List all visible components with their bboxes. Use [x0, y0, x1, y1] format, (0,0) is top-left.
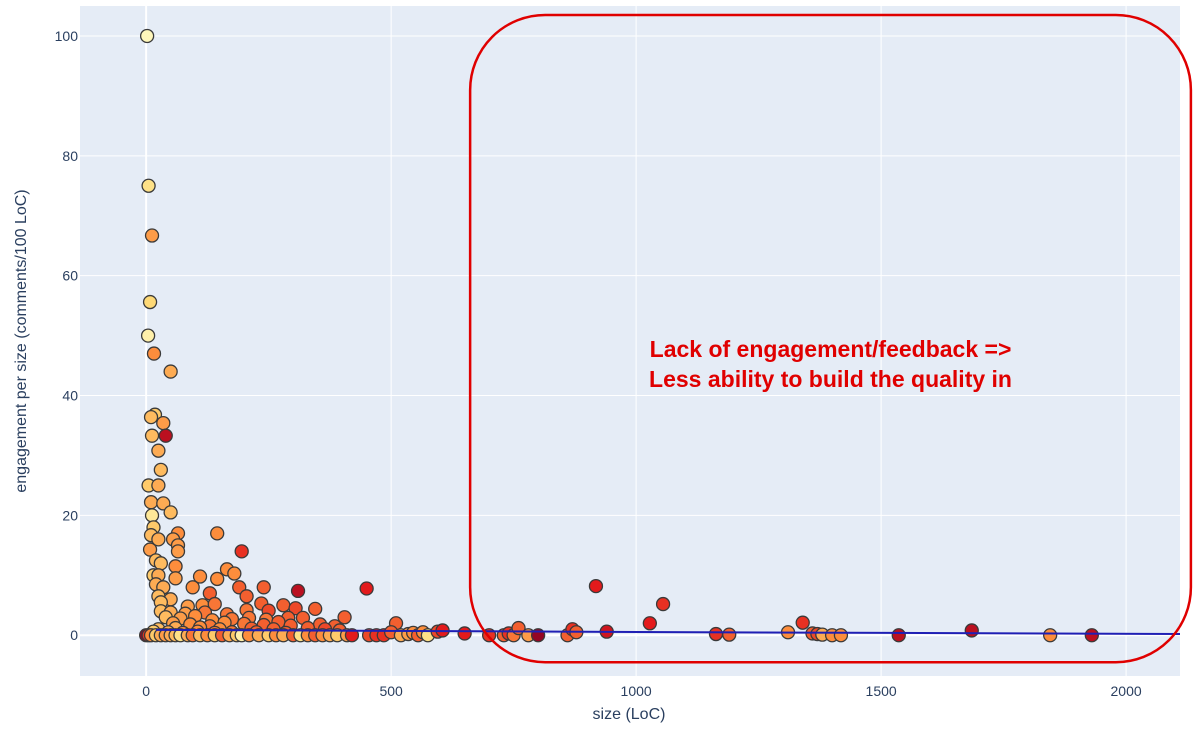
data-point	[163, 505, 178, 520]
annotation-text: Lack of engagement/feedback =>	[650, 336, 1012, 362]
x-tick-label: 500	[379, 683, 403, 699]
data-point	[642, 616, 657, 631]
data-point	[256, 580, 271, 595]
x-tick-label: 2000	[1111, 683, 1142, 699]
data-point	[146, 346, 162, 361]
data-point	[227, 566, 242, 581]
trendline	[155, 628, 1181, 636]
data-point	[722, 627, 737, 642]
data-point	[153, 462, 168, 477]
data-point	[207, 596, 222, 612]
plot-background	[80, 6, 1180, 676]
y-axis-title: engagement per size (comments/100 LoC)	[13, 189, 30, 492]
data-point	[151, 443, 166, 458]
data-point	[457, 626, 472, 641]
data-point	[1084, 628, 1099, 643]
data-point	[708, 626, 724, 642]
trendline-layer	[155, 628, 1181, 636]
y-tick-label: 60	[62, 268, 78, 284]
x-axis-title: size (LoC)	[593, 706, 666, 723]
data-point	[276, 598, 291, 613]
data-point	[192, 569, 208, 584]
data-point	[655, 596, 671, 612]
data-point	[1043, 628, 1058, 643]
data-point	[964, 623, 979, 638]
tick-labels: 0 500 1000 1500 2000 0 20 40 60 80 100	[55, 28, 1142, 699]
y-tick-label: 0	[70, 627, 78, 643]
data-point	[239, 589, 254, 604]
data-point	[140, 328, 156, 343]
annotation-text: Less ability to build the quality in	[649, 366, 1012, 392]
data-point	[143, 409, 159, 425]
y-tick-label: 40	[62, 388, 78, 404]
data-point	[144, 428, 160, 443]
data-point	[144, 228, 160, 243]
data-point	[891, 628, 906, 643]
data-point	[288, 601, 303, 616]
data-point	[170, 544, 186, 559]
x-tick-label: 1000	[621, 683, 652, 699]
data-point	[290, 583, 306, 599]
y-tick-label: 100	[55, 28, 79, 44]
data-point	[156, 415, 171, 431]
data-point	[142, 542, 158, 557]
data-point	[833, 628, 849, 643]
data-point	[359, 581, 374, 596]
data-point	[344, 628, 360, 643]
data-point	[151, 532, 166, 547]
data-point	[308, 601, 323, 617]
data-point	[337, 610, 352, 625]
data-point	[151, 478, 166, 493]
data-point	[168, 559, 183, 574]
data-point	[141, 178, 156, 193]
data-point	[143, 495, 159, 510]
x-tick-label: 1500	[866, 683, 897, 699]
data-point	[210, 571, 225, 587]
data-point	[795, 615, 810, 630]
data-point	[163, 364, 178, 379]
data-point	[153, 556, 168, 571]
data-point	[158, 428, 173, 443]
data-point	[185, 580, 200, 595]
y-tick-label: 80	[62, 148, 78, 164]
data-point	[234, 544, 249, 559]
data-point	[168, 571, 183, 586]
data-point	[142, 294, 158, 310]
data-point	[588, 578, 604, 594]
data-point	[210, 526, 225, 541]
annotation-box	[468, 13, 1193, 664]
x-tick-label: 0	[142, 683, 150, 699]
y-tick-label: 20	[62, 507, 78, 523]
annotation-layer: Lack of engagement/feedback => Less abili…	[468, 13, 1193, 664]
data-point	[144, 508, 160, 523]
data-point	[139, 28, 155, 44]
